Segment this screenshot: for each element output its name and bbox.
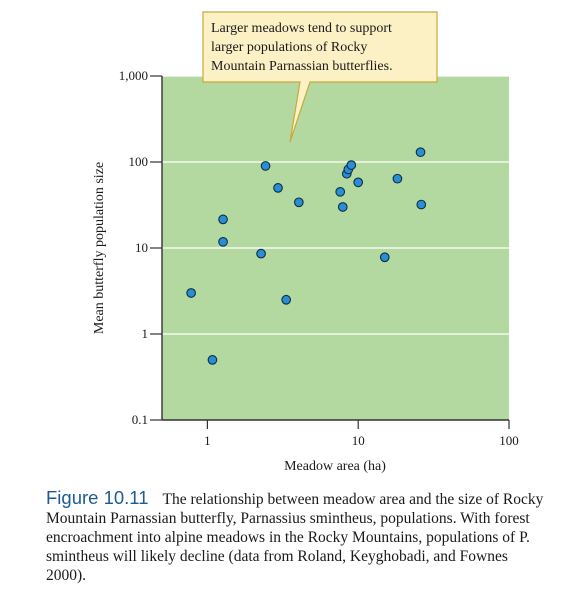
caption-text: The relationship between meadow area and… — [46, 491, 544, 584]
data-point — [353, 177, 364, 188]
data-point — [346, 160, 357, 170]
data-point — [293, 197, 304, 208]
data-point — [186, 288, 196, 298]
x-axis-title: Meadow area (ha) — [284, 459, 386, 474]
data-point — [260, 161, 271, 171]
figure-label: Figure 10.11 — [46, 487, 149, 508]
scatter-chart: 0.1 1 10 100 1,000 1 10 100 Larger meadows tend… — [92, 11, 519, 474]
data-point — [273, 183, 283, 193]
y-axis-title: Mean butterfly population size — [92, 162, 107, 334]
data-point — [415, 147, 426, 158]
data-point — [392, 173, 403, 184]
axes: 0.1 1 10 100 1,000 1 10 100 — [119, 68, 519, 448]
y-tick-label: 0.1 — [132, 412, 148, 427]
y-tick-label: 1 — [142, 326, 149, 341]
data-point — [337, 202, 348, 212]
data-point — [207, 355, 218, 365]
y-tick-label: 1,000 — [119, 68, 148, 83]
x-tick-label: 1 — [204, 433, 211, 448]
data-point — [335, 186, 346, 197]
x-tick-label: 10 — [352, 433, 365, 448]
callout-box — [202, 11, 438, 143]
callout-line: Larger meadows tend to support — [211, 21, 392, 36]
data-point — [218, 236, 228, 247]
callout-line: larger populations of Rocky — [211, 40, 367, 55]
figure-caption: Figure 10.11 The relationship between mea… — [46, 488, 546, 585]
data-point — [379, 252, 390, 263]
y-tick-label: 100 — [129, 154, 149, 169]
data-point — [218, 214, 228, 225]
data-point — [416, 199, 427, 210]
x-tick-label: 100 — [499, 433, 519, 448]
data-point — [256, 248, 266, 259]
callout-line: Mountain Parnassian butterflies. — [211, 59, 393, 74]
y-tick-label: 10 — [135, 240, 148, 255]
data-point — [281, 294, 292, 305]
annotation-callout: Larger meadows tend to support larger pop… — [202, 11, 438, 143]
data-points — [186, 147, 427, 365]
